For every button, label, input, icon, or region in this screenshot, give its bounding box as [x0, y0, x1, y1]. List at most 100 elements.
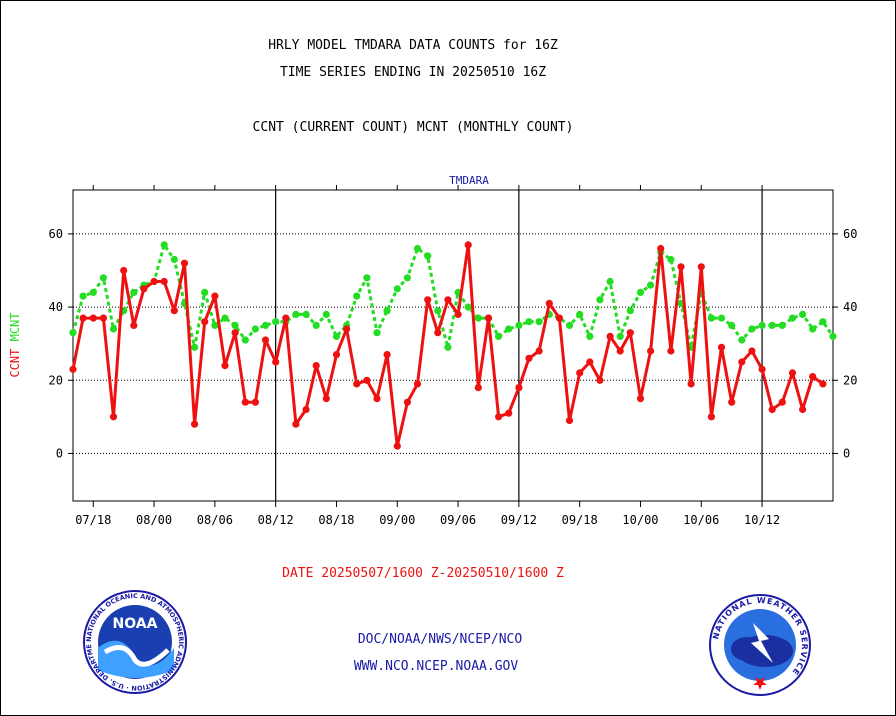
x-tick-label: 08/00	[136, 513, 172, 527]
point-ccnt	[707, 413, 716, 421]
point-ccnt	[363, 376, 371, 384]
point-ccnt	[505, 409, 513, 417]
point-ccnt	[180, 259, 189, 267]
point-mcnt	[464, 303, 472, 311]
point-mcnt	[474, 314, 482, 322]
nws-logo: NATIONAL WEATHER SERVICE	[709, 594, 811, 696]
point-mcnt	[109, 325, 118, 333]
point-mcnt	[312, 321, 320, 329]
point-ccnt	[140, 285, 148, 293]
point-ccnt	[201, 318, 209, 326]
point-ccnt	[454, 310, 462, 318]
point-mcnt	[170, 255, 178, 264]
y-axis-label-mcnt: MCNT	[8, 312, 22, 341]
point-ccnt	[565, 416, 574, 425]
y-tick-label-left: 0	[56, 446, 63, 460]
y-axis-label-ccnt: CCNT	[8, 341, 22, 377]
point-ccnt	[322, 395, 330, 403]
point-mcnt	[758, 321, 766, 329]
x-tick-label: 08/18	[318, 513, 354, 527]
point-ccnt	[626, 329, 634, 337]
point-mcnt	[211, 321, 219, 329]
point-ccnt	[758, 365, 766, 373]
point-mcnt	[809, 325, 817, 333]
point-mcnt	[495, 332, 503, 340]
point-ccnt	[484, 314, 493, 322]
point-ccnt	[474, 384, 482, 392]
point-ccnt	[89, 314, 97, 322]
point-mcnt	[332, 332, 341, 340]
point-mcnt	[728, 321, 736, 329]
point-ccnt	[261, 336, 270, 344]
point-mcnt	[221, 314, 229, 322]
point-mcnt	[626, 307, 634, 315]
point-ccnt	[677, 263, 685, 271]
x-tick-label: 10/12	[744, 513, 780, 527]
point-ccnt	[687, 380, 695, 388]
point-mcnt	[393, 285, 401, 293]
point-mcnt	[778, 321, 786, 329]
x-tick-label: 10/06	[683, 513, 719, 527]
point-mcnt	[819, 318, 827, 326]
y-tick-label-right: 60	[843, 227, 857, 241]
x-tick-label: 09/12	[501, 513, 537, 527]
point-mcnt	[505, 325, 513, 333]
point-ccnt	[778, 398, 786, 406]
plot-frame	[72, 189, 834, 502]
point-ccnt	[717, 343, 726, 351]
point-mcnt	[799, 310, 807, 318]
point-ccnt	[738, 358, 746, 366]
header-line2: TIME SERIES ENDING IN 20250510 16Z	[279, 65, 547, 80]
point-mcnt	[89, 288, 97, 296]
point-ccnt	[191, 420, 199, 428]
point-mcnt	[302, 310, 310, 318]
point-ccnt	[231, 329, 239, 337]
point-mcnt	[616, 332, 624, 340]
point-mcnt	[647, 281, 655, 289]
point-ccnt	[241, 398, 249, 406]
point-ccnt	[819, 380, 827, 388]
noaa-badge-text: NOAA	[113, 616, 158, 632]
point-ccnt	[221, 362, 229, 370]
url-label: WWW.NCO.NCEP.NOAA.GOV	[353, 659, 519, 674]
point-ccnt	[69, 365, 77, 373]
point-ccnt	[272, 358, 280, 366]
point-ccnt	[657, 244, 665, 253]
point-mcnt	[403, 274, 411, 282]
point-mcnt	[231, 321, 239, 329]
point-ccnt	[170, 307, 178, 315]
date-range-label: DATE 20250507/1600 Z-20250510/1600 Z	[282, 566, 564, 581]
point-ccnt	[495, 413, 503, 421]
point-mcnt	[241, 336, 249, 344]
point-mcnt	[99, 274, 107, 282]
point-ccnt	[109, 413, 118, 421]
point-ccnt	[799, 405, 807, 414]
point-mcnt	[525, 318, 533, 326]
point-ccnt	[251, 398, 259, 406]
point-mcnt	[79, 292, 87, 300]
point-mcnt	[576, 310, 584, 318]
point-ccnt	[312, 362, 320, 370]
point-mcnt	[424, 252, 432, 260]
point-mcnt	[373, 329, 381, 337]
point-ccnt	[99, 314, 107, 322]
point-mcnt	[191, 343, 199, 351]
point-ccnt	[160, 277, 168, 286]
point-ccnt	[120, 266, 128, 275]
point-ccnt	[728, 398, 736, 406]
point-ccnt	[343, 325, 351, 333]
chart-title: TMDARA	[449, 174, 489, 187]
series-line-mcnt	[71, 243, 835, 349]
point-mcnt	[707, 314, 716, 322]
org-label: DOC/NOAA/NWS/NCEP/NCO	[357, 632, 523, 647]
point-ccnt	[150, 277, 158, 286]
point-ccnt	[555, 314, 564, 322]
point-mcnt	[444, 343, 452, 351]
point-mcnt	[160, 241, 168, 249]
point-ccnt	[424, 296, 432, 304]
y-tick-label-left: 40	[49, 300, 63, 314]
point-ccnt	[434, 329, 442, 337]
point-ccnt	[373, 395, 381, 403]
point-mcnt	[738, 336, 746, 344]
